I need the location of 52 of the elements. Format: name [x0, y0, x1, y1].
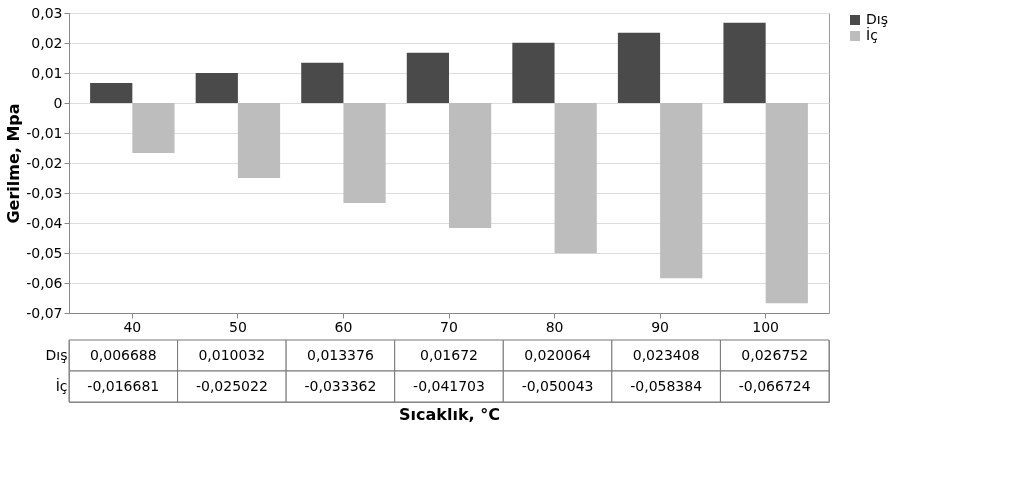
data-label: -0,058384	[630, 377, 703, 394]
bar	[617, 32, 661, 103]
bar	[512, 42, 555, 103]
y-tick-label: -0,04	[26, 214, 63, 231]
bar	[237, 103, 281, 179]
y-tick-label: -0,03	[26, 184, 63, 201]
data-label: 0,023408	[632, 346, 700, 363]
y-tick-label: 0,02	[31, 34, 63, 51]
y-tick-label: -0,05	[26, 244, 63, 261]
data-label: 0,01672	[420, 346, 478, 363]
bar	[132, 103, 175, 154]
text: Dış	[45, 346, 68, 363]
y-axis-title: Gerilme, Mpa	[4, 103, 24, 224]
x-tick-label: 80	[545, 318, 564, 335]
x-axis-title: Sıcaklık, °C	[399, 404, 500, 424]
bar	[343, 103, 386, 204]
data-label: -0,025022	[195, 377, 268, 394]
data-label: 0,020064	[524, 346, 592, 363]
y-tick-label: 0,01	[31, 64, 63, 81]
data-label: 0,013376	[307, 346, 374, 363]
x-tick-label: 70	[440, 318, 458, 335]
data-label: -0,041703	[413, 377, 485, 394]
text: İç	[55, 377, 68, 394]
x-tick-label: 40	[123, 318, 142, 335]
data-label: 0,006688	[89, 346, 157, 363]
data-label: -0,033362	[304, 377, 377, 394]
data-label: 0,010032	[198, 346, 266, 363]
bar	[660, 103, 703, 279]
y-tick-label: 0	[53, 94, 63, 111]
y-tick-label: -0,07	[26, 304, 63, 321]
legend-label: İç	[866, 26, 878, 43]
y-tick-label: -0,02	[26, 154, 63, 171]
x-tick-label: 60	[334, 318, 353, 335]
bar	[554, 103, 597, 254]
data-label: -0,016681	[87, 377, 160, 394]
bar	[195, 72, 238, 103]
x-tick-label: 100	[752, 318, 780, 335]
bar	[90, 82, 133, 103]
x-tick-label: 50	[228, 318, 247, 335]
bar	[301, 62, 344, 103]
y-tick-label: -0,01	[26, 124, 63, 141]
data-label: -0,066724	[738, 377, 811, 394]
data-label: -0,050043	[521, 377, 594, 394]
data-label: 0,026752	[741, 346, 809, 363]
y-tick-label: 0,03	[31, 4, 63, 21]
x-tick-label: 90	[651, 318, 670, 335]
legend-label: Dış	[866, 11, 888, 27]
bar	[449, 103, 492, 229]
bar	[765, 103, 808, 304]
bar	[406, 52, 449, 103]
bar	[723, 22, 766, 103]
y-tick-label: -0,06	[26, 274, 63, 291]
